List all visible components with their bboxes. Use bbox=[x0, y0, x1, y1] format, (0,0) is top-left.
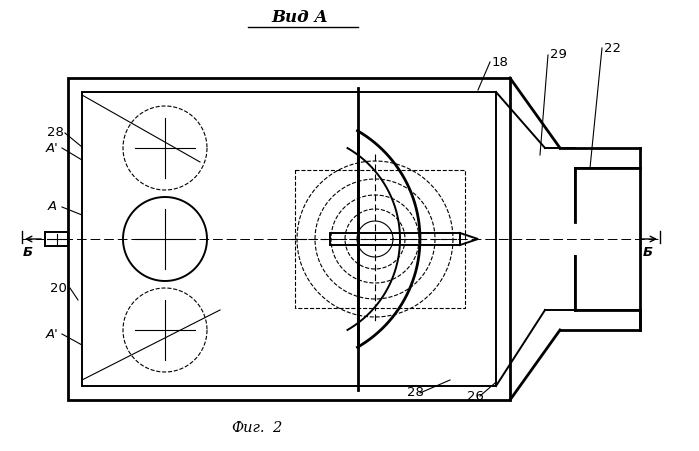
Text: 26: 26 bbox=[466, 390, 484, 402]
Text: Вид А: Вид А bbox=[272, 9, 329, 27]
Text: Б: Б bbox=[643, 245, 653, 258]
Text: 28: 28 bbox=[47, 126, 64, 139]
Text: 2: 2 bbox=[272, 421, 281, 435]
Text: A: A bbox=[48, 201, 57, 213]
Text: 28: 28 bbox=[407, 387, 424, 400]
Text: 20: 20 bbox=[50, 281, 66, 295]
Text: 18: 18 bbox=[492, 55, 509, 69]
Text: 29: 29 bbox=[550, 49, 567, 61]
Text: 22: 22 bbox=[604, 41, 621, 55]
Text: A': A' bbox=[45, 142, 59, 155]
Text: Б: Б bbox=[23, 245, 33, 258]
Text: A': A' bbox=[45, 327, 59, 341]
Text: Фиг.: Фиг. bbox=[231, 421, 265, 435]
